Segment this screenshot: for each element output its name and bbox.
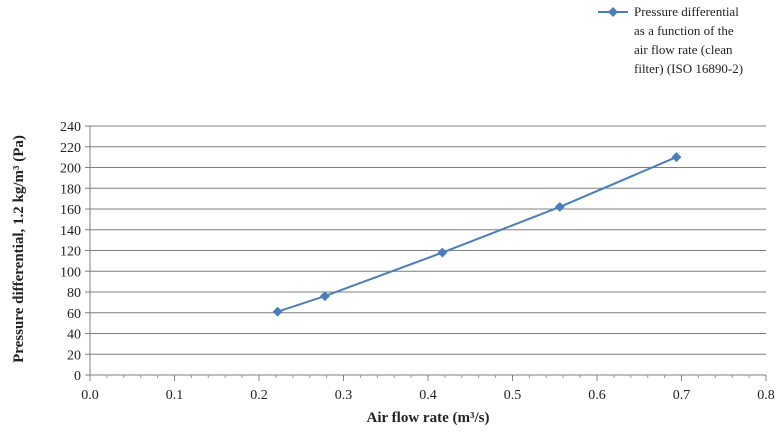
data-point <box>437 247 448 258</box>
legend-entry-line-4: filter) (ISO 16890-2) <box>634 61 743 76</box>
y-tick-label: 240 <box>60 120 81 135</box>
y-tick-label: 180 <box>60 182 81 197</box>
legend-entry-line-2: as a function of the <box>634 23 734 38</box>
data-point <box>272 306 283 317</box>
x-tick-label: 0.1 <box>166 388 184 403</box>
grid-lines <box>90 125 766 355</box>
y-tick-labels: 0 20 40 60 80 100 120 140 160 180 200 220 240 <box>60 120 81 384</box>
y-tick-label: 140 <box>60 224 81 239</box>
y-tick-label: 60 <box>67 307 81 322</box>
x-tick-label: 0.0 <box>81 388 99 403</box>
y-tick-label: 80 <box>67 286 81 301</box>
data-point <box>671 152 682 163</box>
y-tick-label: 40 <box>67 328 81 343</box>
data-point <box>554 201 565 212</box>
x-axis-title: Air flow rate (m³/s) <box>367 410 490 426</box>
legend-marker-swatch <box>608 7 618 17</box>
x-tick-label: 0.3 <box>335 388 353 403</box>
y-tick-label: 20 <box>67 348 81 363</box>
x-tick-label: 0.4 <box>419 388 437 403</box>
x-tick-labels: 0.0 0.1 0.2 0.3 0.4 0.5 0.6 0.7 0.8 <box>81 388 775 403</box>
y-tick-label: 100 <box>60 265 81 280</box>
x-tick-label: 0.7 <box>673 388 691 403</box>
data-point <box>319 291 330 302</box>
legend: Pressure differential as a function of t… <box>598 4 743 76</box>
axes <box>85 125 767 381</box>
y-tick-label: 160 <box>60 203 81 218</box>
y-tick-label: 220 <box>60 141 81 156</box>
x-tick-label: 0.6 <box>588 388 606 403</box>
series-line <box>277 156 677 313</box>
y-tick-label: 200 <box>60 162 81 177</box>
x-tick-label: 0.8 <box>757 388 775 403</box>
y-tick-label: 120 <box>60 245 81 260</box>
legend-entry-line-1: Pressure differential <box>634 4 739 19</box>
x-tick-label: 0.5 <box>504 388 522 403</box>
series-layer <box>272 152 682 317</box>
y-tick-label: 0 <box>74 369 81 384</box>
legend-entry-line-3: air flow rate (clean <box>634 42 733 57</box>
x-tick-label: 0.2 <box>250 388 268 403</box>
y-axis-title: Pressure differential, 1.2 kg/m³ (Pa) <box>11 135 27 363</box>
